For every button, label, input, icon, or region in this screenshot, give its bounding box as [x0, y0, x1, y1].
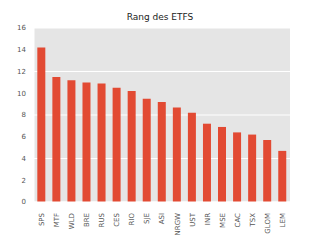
svg-text:MSE: MSE: [219, 213, 227, 228]
svg-text:8: 8: [22, 111, 26, 119]
svg-text:INR: INR: [204, 213, 212, 225]
svg-text:12: 12: [17, 68, 26, 76]
svg-text:16: 16: [17, 24, 26, 32]
svg-text:NRGW: NRGW: [174, 213, 182, 236]
svg-text:6: 6: [22, 133, 27, 141]
svg-text:0: 0: [22, 198, 26, 206]
svg-text:2: 2: [22, 177, 26, 185]
svg-text:SPS: SPS: [38, 212, 46, 226]
svg-text:WLD: WLD: [68, 213, 76, 229]
svg-text:CAC: CAC: [234, 213, 242, 228]
svg-text:CES: CES: [113, 212, 121, 226]
svg-text:SJE: SJE: [143, 213, 151, 224]
svg-text:GLOM: GLOM: [264, 213, 272, 234]
svg-text:LEM: LEM: [279, 213, 287, 227]
svg-text:BRE: BRE: [83, 213, 91, 227]
html-text:Rang des ETFS: Rang des ETFS: [126, 12, 194, 22]
svg-text:10: 10: [17, 90, 26, 98]
svg-text:UST: UST: [189, 212, 197, 227]
svg-text:14: 14: [17, 46, 26, 54]
svg-text:RIO: RIO: [128, 213, 136, 226]
svg-text:4: 4: [22, 155, 27, 163]
svg-text:TSX: TSX: [249, 213, 257, 228]
svg-text:MTF: MTF: [53, 213, 61, 227]
svg-text:RUS: RUS: [98, 212, 106, 227]
svg-text:ASI: ASI: [158, 213, 166, 224]
